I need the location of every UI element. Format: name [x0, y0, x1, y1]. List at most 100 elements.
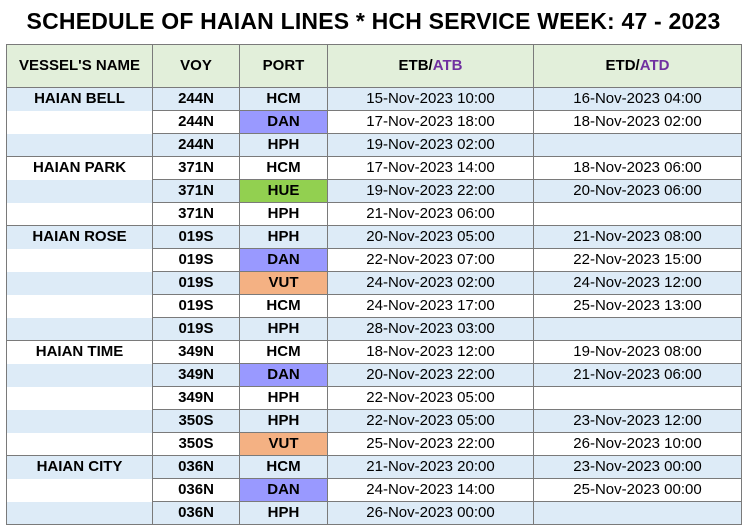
etd-cell: 19-Nov-2023 08:00	[533, 340, 742, 364]
port-cell: HPH	[239, 386, 328, 410]
port-cell: HPH	[239, 501, 328, 525]
vessel-name-cell	[6, 386, 153, 410]
port-cell: HCM	[239, 455, 328, 479]
voy-cell: 349N	[152, 363, 240, 387]
etd-cell	[533, 202, 742, 226]
port-cell: DAN	[239, 478, 328, 502]
voy-cell: 036N	[152, 455, 240, 479]
port-cell: HCM	[239, 294, 328, 318]
voy-cell: 019S	[152, 294, 240, 318]
etb-cell: 24-Nov-2023 14:00	[327, 478, 534, 502]
table-row: 019S VUT 24-Nov-2023 02:00 24-Nov-2023 12:0…	[6, 271, 742, 295]
etb-cell: 19-Nov-2023 22:00	[327, 179, 534, 203]
voy-cell: 371N	[152, 156, 240, 180]
port-cell: HCM	[239, 340, 328, 364]
port-cell: DAN	[239, 363, 328, 387]
port-cell: HPH	[239, 317, 328, 341]
etd-cell: 16-Nov-2023 04:00	[533, 87, 742, 111]
etd-cell: 18-Nov-2023 02:00	[533, 110, 742, 134]
header-etd-atd: ETD/ATD	[533, 44, 742, 88]
voy-cell: 036N	[152, 478, 240, 502]
etb-cell: 24-Nov-2023 02:00	[327, 271, 534, 295]
voy-cell: 350S	[152, 409, 240, 433]
vessel-name-cell	[6, 501, 153, 525]
etd-cell: 21-Nov-2023 08:00	[533, 225, 742, 249]
etd-cell: 25-Nov-2023 00:00	[533, 478, 742, 502]
table-row: 349N HPH 22-Nov-2023 05:00	[6, 386, 742, 410]
table-row: 019S DAN 22-Nov-2023 07:00 22-Nov-2023 15:0…	[6, 248, 742, 272]
table-row: HAIAN PARK 371N HCM 17-Nov-2023 14:00 18-Nov…	[6, 156, 742, 180]
voy-cell: 244N	[152, 110, 240, 134]
etd-cell: 26-Nov-2023 10:00	[533, 432, 742, 456]
vessel-name-cell: HAIAN ROSE	[6, 225, 153, 249]
header-port: PORT	[239, 44, 328, 88]
etd-cell: 25-Nov-2023 13:00	[533, 294, 742, 318]
voy-cell: 371N	[152, 202, 240, 226]
header-vessel-name: VESSEL'S NAME	[6, 44, 153, 88]
port-cell: HPH	[239, 225, 328, 249]
etd-cell: 23-Nov-2023 12:00	[533, 409, 742, 433]
header-voy: VOY	[152, 44, 240, 88]
etb-cell: 19-Nov-2023 02:00	[327, 133, 534, 157]
voy-cell: 019S	[152, 248, 240, 272]
etb-cell: 22-Nov-2023 05:00	[327, 386, 534, 410]
voy-cell: 350S	[152, 432, 240, 456]
vessel-name-cell	[6, 202, 153, 226]
port-cell: HPH	[239, 409, 328, 433]
table-row: 371N HPH 21-Nov-2023 06:00	[6, 202, 742, 226]
voy-cell: 349N	[152, 340, 240, 364]
port-cell: HCM	[239, 87, 328, 111]
table-row: 036N HPH 26-Nov-2023 00:00	[6, 501, 742, 525]
vessel-name-cell	[6, 317, 153, 341]
header-etb-atb: ETB/ATB	[327, 44, 534, 88]
header-etd: ETD/	[605, 57, 640, 74]
header-atd: ATD	[639, 57, 670, 74]
etb-cell: 18-Nov-2023 12:00	[327, 340, 534, 364]
table-row: HAIAN BELL 244N HCM 15-Nov-2023 10:00 16-Nov…	[6, 87, 742, 111]
vessel-name-cell: HAIAN TIME	[6, 340, 153, 364]
etb-cell: 21-Nov-2023 20:00	[327, 455, 534, 479]
etd-cell: 23-Nov-2023 00:00	[533, 455, 742, 479]
etd-cell: 21-Nov-2023 06:00	[533, 363, 742, 387]
etd-cell: 18-Nov-2023 06:00	[533, 156, 742, 180]
vessel-name-cell	[6, 432, 153, 456]
table-row: 350S VUT 25-Nov-2023 22:00 26-Nov-2023 10:0…	[6, 432, 742, 456]
voy-cell: 036N	[152, 501, 240, 525]
voy-cell: 019S	[152, 317, 240, 341]
vessel-name-cell	[6, 133, 153, 157]
port-cell: DAN	[239, 110, 328, 134]
port-cell: VUT	[239, 432, 328, 456]
table-row: HAIAN TIME 349N HCM 18-Nov-2023 12:00 19-Nov…	[6, 340, 742, 364]
port-cell: VUT	[239, 271, 328, 295]
etd-cell	[533, 386, 742, 410]
etb-cell: 20-Nov-2023 05:00	[327, 225, 534, 249]
etb-cell: 22-Nov-2023 07:00	[327, 248, 534, 272]
etb-cell: 21-Nov-2023 06:00	[327, 202, 534, 226]
table-row: 244N HPH 19-Nov-2023 02:00	[6, 133, 742, 157]
vessel-name-cell	[6, 294, 153, 318]
etb-cell: 28-Nov-2023 03:00	[327, 317, 534, 341]
vessel-name-cell	[6, 179, 153, 203]
etb-cell: 26-Nov-2023 00:00	[327, 501, 534, 525]
voy-cell: 371N	[152, 179, 240, 203]
table-row: 371N HUE 19-Nov-2023 22:00 20-Nov-2023 06:0…	[6, 179, 742, 203]
table-row: 350S HPH 22-Nov-2023 05:00 23-Nov-2023 12:0…	[6, 409, 742, 433]
port-cell: DAN	[239, 248, 328, 272]
vessel-name-cell: HAIAN PARK	[6, 156, 153, 180]
etb-cell: 20-Nov-2023 22:00	[327, 363, 534, 387]
voy-cell: 019S	[152, 271, 240, 295]
vessel-name-cell	[6, 478, 153, 502]
table-row: 244N DAN 17-Nov-2023 18:00 18-Nov-2023 02:0…	[6, 110, 742, 134]
vessel-name-cell: HAIAN BELL	[6, 87, 153, 111]
vessel-name-cell	[6, 110, 153, 134]
port-cell: HUE	[239, 179, 328, 203]
table-row: 019S HPH 28-Nov-2023 03:00	[6, 317, 742, 341]
table-row: 349N DAN 20-Nov-2023 22:00 21-Nov-2023 06:0…	[6, 363, 742, 387]
schedule-table: VESSEL'S NAME VOY PORT ETB/ATB ETD/ATD H…	[6, 44, 742, 525]
etd-cell	[533, 501, 742, 525]
voy-cell: 244N	[152, 87, 240, 111]
voy-cell: 019S	[152, 225, 240, 249]
etb-cell: 17-Nov-2023 14:00	[327, 156, 534, 180]
port-cell: HCM	[239, 156, 328, 180]
etd-cell	[533, 317, 742, 341]
